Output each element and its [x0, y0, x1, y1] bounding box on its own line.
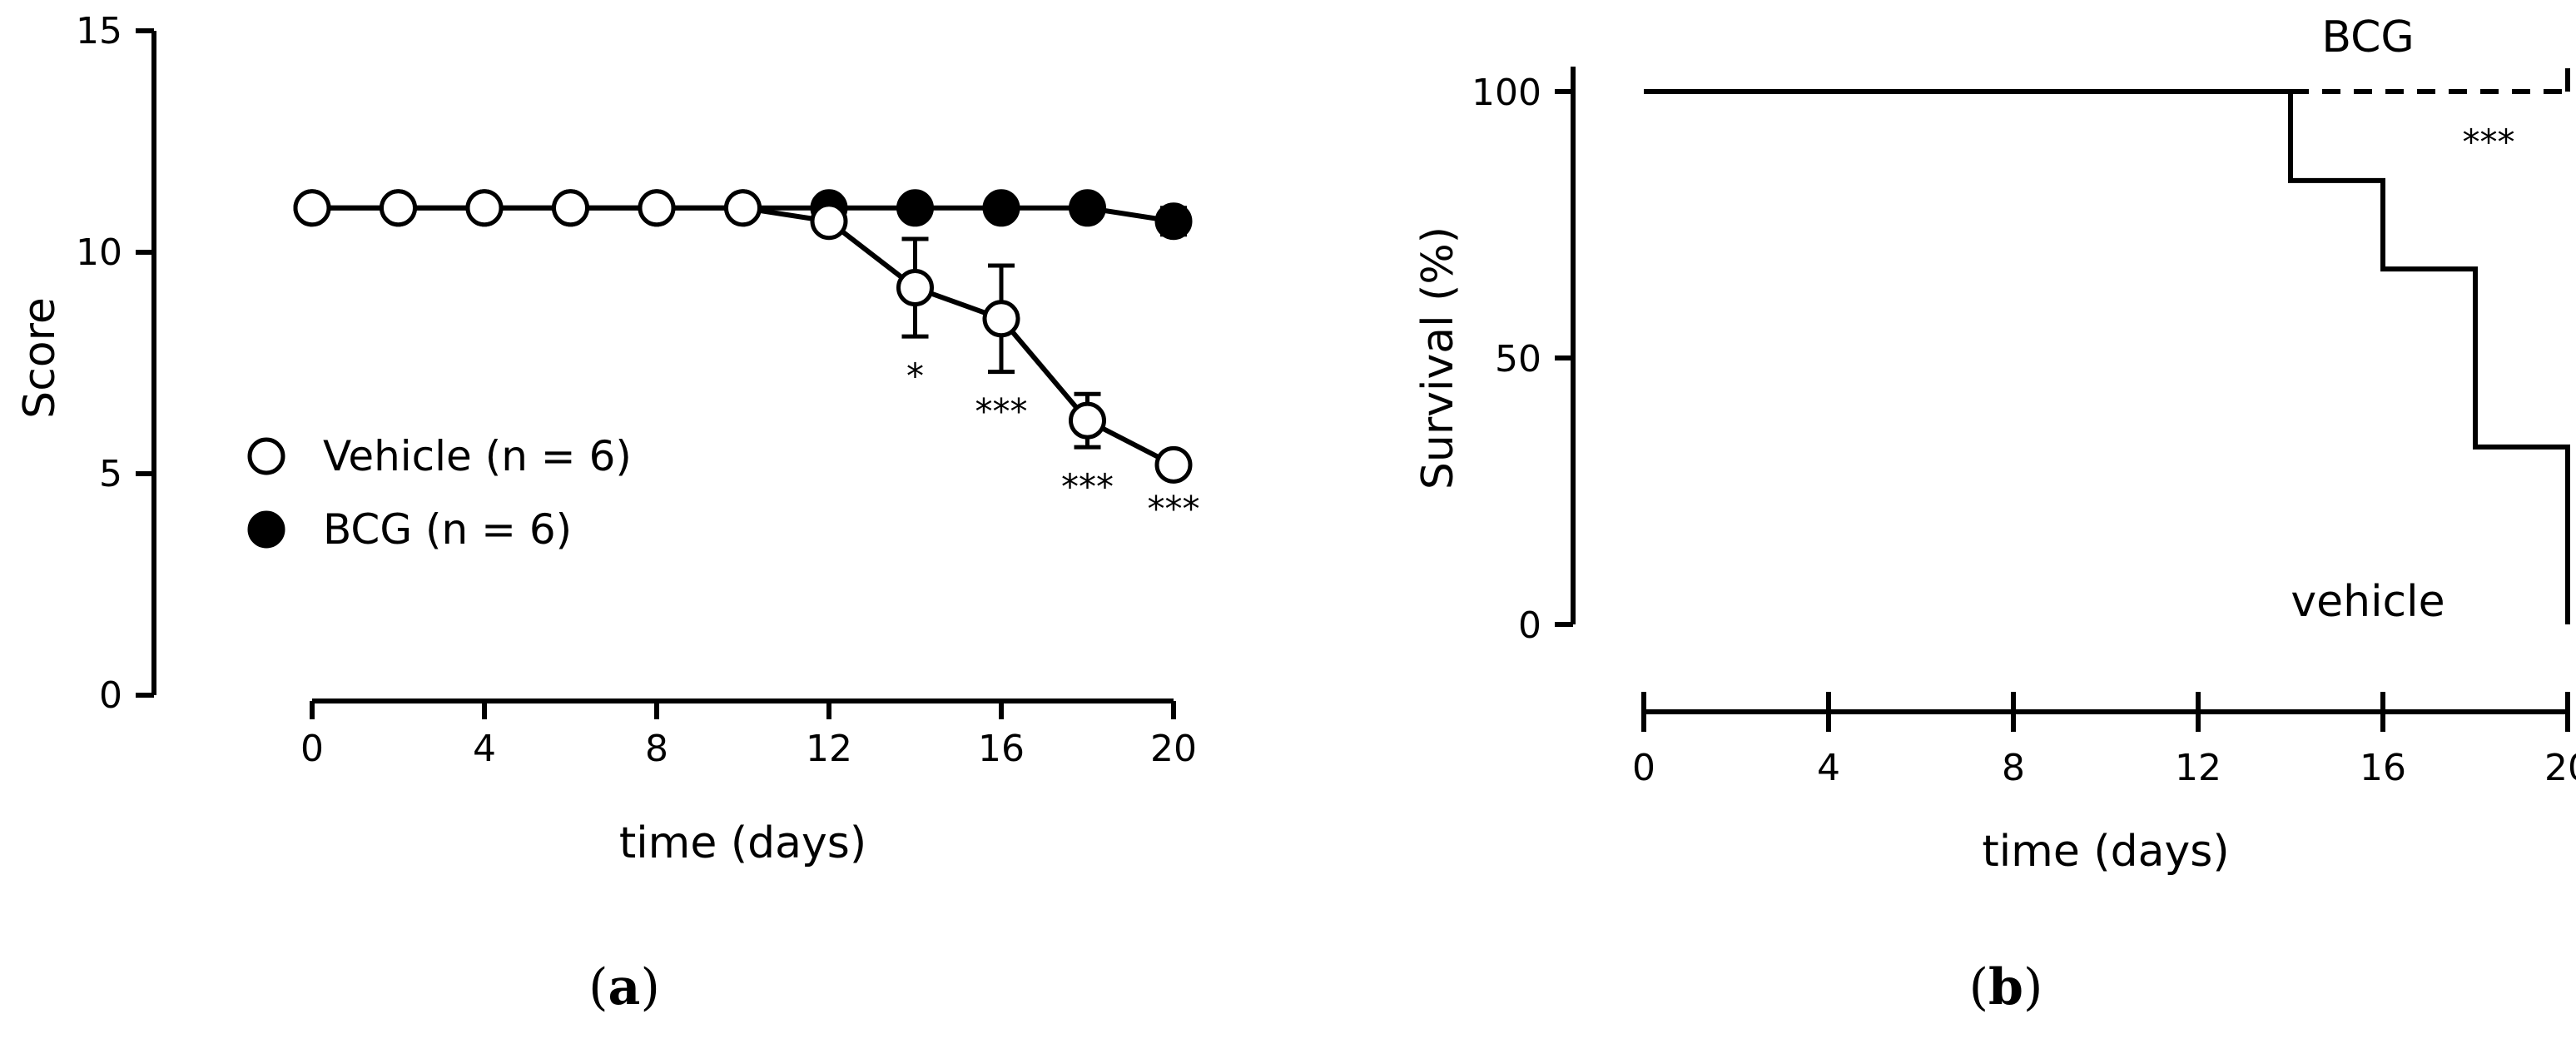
survival-curve-vehicle	[1644, 89, 2570, 624]
x-tick-label-a: 0	[300, 728, 324, 770]
y-tick-label-a: 15	[76, 10, 122, 52]
series-line-vehicle	[312, 205, 1175, 468]
chart-b: 0 50 100 0 4 8 12 16 20 time (days) Survival (%) BC…	[1413, 12, 2576, 1017]
significance-star: ***	[1148, 489, 1200, 529]
data-point-bcg	[896, 189, 934, 227]
legend-label-vehicle: Vehicle (n = 6)	[323, 432, 632, 480]
y-axis-label-b: Survival (%)	[1413, 226, 1463, 490]
x-tick-label-b: 8	[2002, 747, 2025, 789]
series-label-vehicle: vehicle	[2291, 577, 2444, 627]
data-point-vehicle	[465, 189, 504, 227]
panel-letter-a: a	[608, 958, 641, 1017]
x-tick-label-a: 4	[473, 728, 496, 770]
legend-marker-bcg	[247, 510, 285, 549]
significance-star: ***	[1061, 466, 1114, 507]
y-tick-label-b: 0	[1518, 604, 1541, 647]
data-point-vehicle	[1154, 445, 1193, 484]
panel-label-a: (a)	[588, 958, 660, 1017]
y-tick-label-a: 10	[76, 231, 122, 274]
x-axis-label-b: time (days)	[1982, 827, 2229, 877]
x-tick-label-a: 8	[645, 728, 668, 770]
panel-label-b: (b)	[1969, 958, 2043, 1017]
x-tick-label-b: 20	[2544, 747, 2576, 789]
data-point-vehicle	[293, 189, 331, 227]
x-tick-label-b: 16	[2360, 747, 2406, 789]
y-tick-label-a: 0	[99, 674, 122, 717]
data-point-vehicle	[380, 189, 417, 227]
x-tick-label-a: 12	[806, 728, 852, 770]
significance-star: *	[906, 355, 924, 396]
y-tick-label-a: 5	[99, 453, 122, 495]
y-axis-label-a: Score	[15, 297, 65, 419]
data-point-vehicle	[552, 189, 589, 227]
data-point-vehicle	[638, 189, 676, 227]
x-tick-label-b: 4	[1817, 747, 1840, 789]
data-point-vehicle	[724, 189, 762, 227]
y-tick-label-b: 50	[1495, 338, 1541, 380]
data-point-vehicle	[982, 300, 1020, 338]
data-point-vehicle	[810, 202, 848, 241]
legend-marker-vehicle	[247, 437, 285, 475]
data-point-bcg	[982, 189, 1020, 227]
significance-star: ***	[975, 391, 1028, 432]
y-tick-label-b: 100	[1472, 72, 1541, 114]
x-tick-label-b: 12	[2175, 747, 2221, 789]
x-tick-label-a: 16	[978, 728, 1025, 770]
series-label-bcg: BCG	[2321, 12, 2414, 62]
data-point-vehicle	[1069, 401, 1106, 440]
x-axis-label-a: time (days)	[619, 818, 866, 868]
legend-label-bcg: BCG (n = 6)	[323, 505, 572, 554]
x-tick-label-b: 0	[1632, 747, 1655, 789]
x-tick-label-a: 20	[1150, 728, 1197, 770]
data-point-bcg	[1154, 202, 1193, 241]
data-point-vehicle	[896, 269, 934, 307]
data-point-bcg	[1069, 189, 1106, 227]
significance-star-b: ***	[2463, 122, 2515, 162]
panel-letter-b: b	[1988, 958, 2023, 1017]
